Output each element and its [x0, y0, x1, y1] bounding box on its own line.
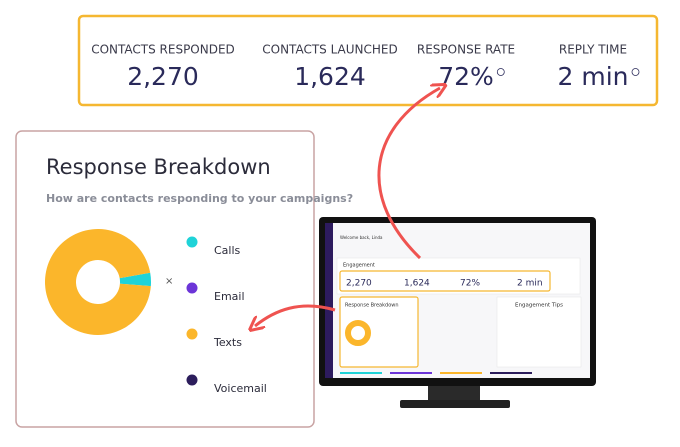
monitor-section: Engagement — [343, 263, 375, 269]
monitor-stat: 2,270 — [346, 279, 372, 289]
monitor: Welcome back, Linda Engagement 2,270 1,6… — [319, 217, 596, 408]
monitor-card-title: Response Breakdown — [345, 303, 399, 309]
legend-label: Voicemail — [214, 382, 267, 395]
arrow — [377, 88, 440, 260]
stat-label: CONTACTS LAUNCHED — [262, 43, 398, 57]
legend-dot — [186, 374, 198, 386]
monitor-stat: 1,624 — [404, 279, 430, 289]
legend-label: Email — [214, 290, 245, 303]
breakdown-card — [15, 130, 315, 428]
arrow — [255, 304, 336, 326]
legend-dot — [186, 282, 198, 294]
legend-dot — [186, 236, 198, 248]
monitor-welcome: Welcome back, Linda — [340, 235, 383, 240]
info-icon[interactable] — [496, 68, 505, 76]
stat-value: 2,270 — [127, 62, 199, 91]
stat-value: 2 min — [558, 62, 629, 91]
stat-label: REPLY TIME — [559, 43, 627, 57]
card-title: Response Breakdown — [46, 155, 271, 179]
monitor-stat: 2 min — [517, 279, 543, 289]
monitor-card-title: Engagement Tips — [515, 303, 563, 309]
donut-segment — [119, 272, 151, 287]
stat-value: 1,624 — [294, 62, 366, 91]
stat-value: 72% — [438, 62, 494, 91]
info-icon[interactable] — [631, 68, 640, 76]
stat-label: CONTACTS RESPONDED — [91, 43, 235, 57]
stat-label: RESPONSE RATE — [417, 43, 515, 57]
legend-dot — [186, 328, 198, 340]
donut-segment — [44, 228, 151, 335]
card-subtitle: How are contacts responding to your camp… — [46, 192, 353, 205]
close-icon[interactable]: × — [165, 276, 173, 287]
legend-label: Texts — [213, 336, 242, 349]
legend-label: Calls — [214, 244, 241, 257]
stats-card — [77, 14, 659, 107]
monitor-stat: 72% — [460, 279, 480, 289]
